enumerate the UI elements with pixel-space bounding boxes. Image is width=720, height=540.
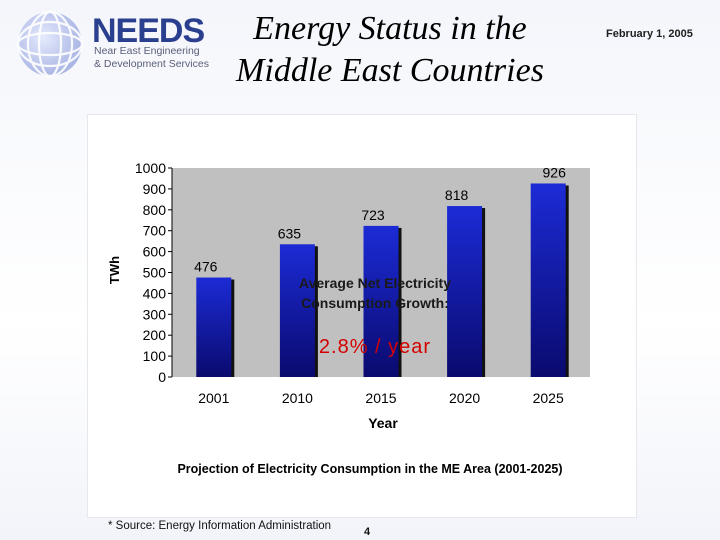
y-tick-label: 800	[143, 202, 167, 218]
data-label-2025: 926	[543, 164, 567, 180]
slide-title: Energy Status in the Middle East Countri…	[200, 8, 580, 92]
y-tick-label: 500	[143, 265, 167, 281]
y-tick-label: 100	[143, 348, 167, 364]
logo-line-1: Near East Engineering	[94, 45, 200, 57]
source-note: * Source: Energy Information Administrat…	[108, 520, 332, 532]
bar-2015	[363, 225, 399, 377]
y-tick-label: 300	[143, 306, 167, 322]
logo-line-2: & Development Services	[94, 58, 209, 70]
growth-rate: 2.8% / year	[318, 336, 432, 358]
x-tick-label-2010: 2010	[282, 390, 313, 406]
logo-name: NEEDS	[92, 12, 205, 50]
growth-annotation: Average Net Electricity Consumption Grow…	[270, 273, 480, 313]
slide-date: February 1, 2005	[606, 28, 693, 40]
x-tick-label-2020: 2020	[449, 390, 480, 406]
needs-logo: NEEDS Near East Engineering & Developmen…	[14, 6, 224, 82]
page-number: 4	[364, 526, 371, 538]
x-tick-label-2001: 2001	[198, 390, 229, 406]
data-label-2015: 723	[361, 207, 385, 223]
y-axis-label: TWh	[107, 256, 122, 284]
bar-2010	[279, 244, 315, 377]
bar-2001	[196, 277, 232, 377]
data-label-2001: 476	[194, 259, 218, 275]
data-label-2020: 818	[445, 187, 469, 203]
bar-chart: 0 100 200 300 400 500 600 700 800 900 1000 476 635 7…	[107, 160, 590, 431]
title-line-1: Energy Status in the	[253, 10, 527, 47]
y-tick-label: 200	[143, 327, 167, 343]
y-tick-label: 700	[143, 223, 167, 239]
bar-2025	[530, 183, 566, 377]
y-tick-label: 0	[158, 369, 166, 385]
chart-caption: Projection of Electricity Consumption in…	[177, 462, 563, 476]
y-tick-label: 600	[143, 244, 167, 260]
y-tick-label: 1000	[135, 160, 166, 176]
data-label-2010: 635	[278, 225, 302, 241]
title-line-2: Middle East Countries	[236, 52, 544, 89]
logo-subtitle: Near East Engineering & Development Serv…	[94, 45, 209, 71]
annotation-line-2: Consumption Growth:	[301, 295, 449, 311]
x-axis-label: Year	[368, 415, 398, 431]
bar-2020	[447, 206, 483, 377]
y-tick-label: 900	[143, 181, 167, 197]
annotation-line-1: Average Net Electricity	[299, 275, 451, 291]
globe-logo-icon	[16, 10, 84, 78]
x-tick-label-2015: 2015	[365, 390, 396, 406]
x-tick-label-2025: 2025	[533, 390, 564, 406]
y-tick-label: 400	[143, 285, 167, 301]
